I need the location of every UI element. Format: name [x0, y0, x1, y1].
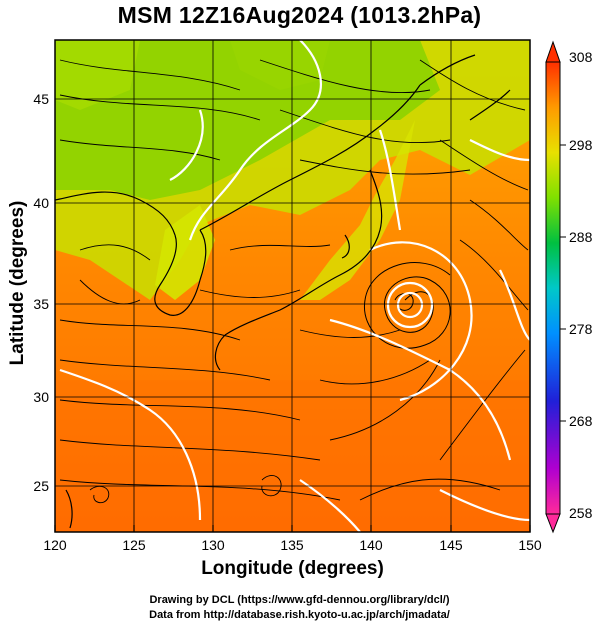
credit-data: Data from http://database.rish.kyoto-u.a…: [149, 609, 450, 621]
y-tick-label: 40: [33, 195, 49, 211]
colorbar-tick-label: 308: [569, 49, 593, 65]
y-axis-label: Latitude (degrees): [7, 200, 28, 366]
x-tick-label: 150: [518, 537, 542, 553]
colorbar-tick-label: 298: [569, 137, 593, 153]
y-tick-label: 25: [33, 478, 49, 494]
y-tick-label: 30: [33, 389, 49, 405]
colorbar-min-arrow: [545, 513, 561, 534]
x-tick-label: 135: [280, 537, 304, 553]
colorbar-tick-label: 288: [569, 229, 593, 245]
colorbar-max-arrow: [545, 40, 561, 63]
colorbar: 308 298 288 278 268 258: [545, 40, 593, 534]
lat-lon-grid: [55, 40, 530, 532]
colorbar-tick-label: 268: [569, 413, 593, 429]
x-tick-label: 130: [201, 537, 225, 553]
y-tick-label: 45: [33, 91, 49, 107]
wind-streamlines: [59, 59, 529, 504]
x-axis-label: Longitude (degrees): [201, 558, 384, 579]
coastlines: [55, 54, 511, 529]
colorbar-tick-label: 278: [569, 321, 593, 337]
x-tick-label: 140: [359, 537, 383, 553]
colorbar-tick-label: 258: [569, 505, 593, 521]
x-tick-label: 125: [122, 537, 146, 553]
x-tick-label: 145: [439, 537, 463, 553]
credit-drawing: Drawing by DCL (https://www.gfd-dennou.o…: [149, 594, 450, 606]
x-tick-label: 120: [43, 537, 67, 553]
y-tick-label: 35: [33, 296, 49, 312]
isolines: [59, 40, 530, 532]
x-ticks: [54, 525, 531, 532]
chart-title: MSM 12Z16Aug2024 (1013.2hPa): [117, 2, 482, 28]
